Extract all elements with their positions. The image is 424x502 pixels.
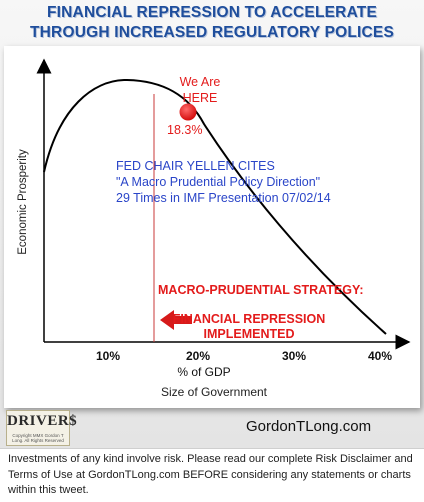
logo-text: DRIVER$ bbox=[7, 413, 78, 429]
we-are-here-marker bbox=[179, 103, 197, 121]
drivers-logo: DRIVER$ Copyright MMX Gordon T Long. All… bbox=[6, 410, 78, 446]
tick-label: 30% bbox=[282, 349, 306, 363]
title-line-1: FINANCIAL REPRESSION TO ACCELERATE bbox=[46, 4, 378, 21]
fed-text-line-2: "A Macro Prudential Policy Direction" bbox=[116, 175, 320, 189]
tick-label: 10% bbox=[96, 349, 120, 363]
strategy-text: MACRO-PRUDENTIAL STRATEGY: bbox=[158, 283, 364, 297]
left-arrow-icon bbox=[160, 310, 192, 330]
graphic-frame: FINANCIAL REPRESSION TO ACCELERATE THROU… bbox=[0, 0, 424, 449]
y-axis-label: Economic Prosperity bbox=[17, 149, 29, 255]
marker-value: 18.3% bbox=[167, 123, 202, 137]
repression-line-1: FINANCIAL REPRESSION bbox=[173, 312, 326, 326]
fed-text-line-3: 29 Times in IMF Presentation 07/02/14 bbox=[116, 191, 331, 205]
disclaimer-text: Investments of any kind involve risk. Pl… bbox=[8, 453, 413, 496]
fed-text-line-1: FED CHAIR YELLEN CITES bbox=[116, 159, 275, 173]
tick-label: 20% bbox=[186, 349, 210, 363]
diagram-panel: Economic Prosperity We Are HERE 18.3% FE… bbox=[4, 46, 420, 408]
marker-label-line-2: HERE bbox=[183, 91, 218, 105]
logo-subtext: Copyright MMX Gordon T Long. All Rights … bbox=[12, 433, 64, 443]
tick-label: 40% bbox=[368, 349, 392, 363]
diagram-svg: Economic Prosperity We Are HERE 18.3% FE… bbox=[17, 58, 411, 399]
repression-line-2: IMPLEMENTED bbox=[204, 327, 295, 341]
x-axis-label: % of GDP bbox=[177, 365, 230, 379]
marker-label-line-1: We Are bbox=[180, 75, 221, 89]
title-line-2: THROUGH INCREASED REGULATORY POLICES bbox=[29, 24, 395, 41]
site-link[interactable]: GordonTLong.com bbox=[246, 418, 372, 435]
x-axis-sublabel: Size of Government bbox=[161, 385, 268, 399]
